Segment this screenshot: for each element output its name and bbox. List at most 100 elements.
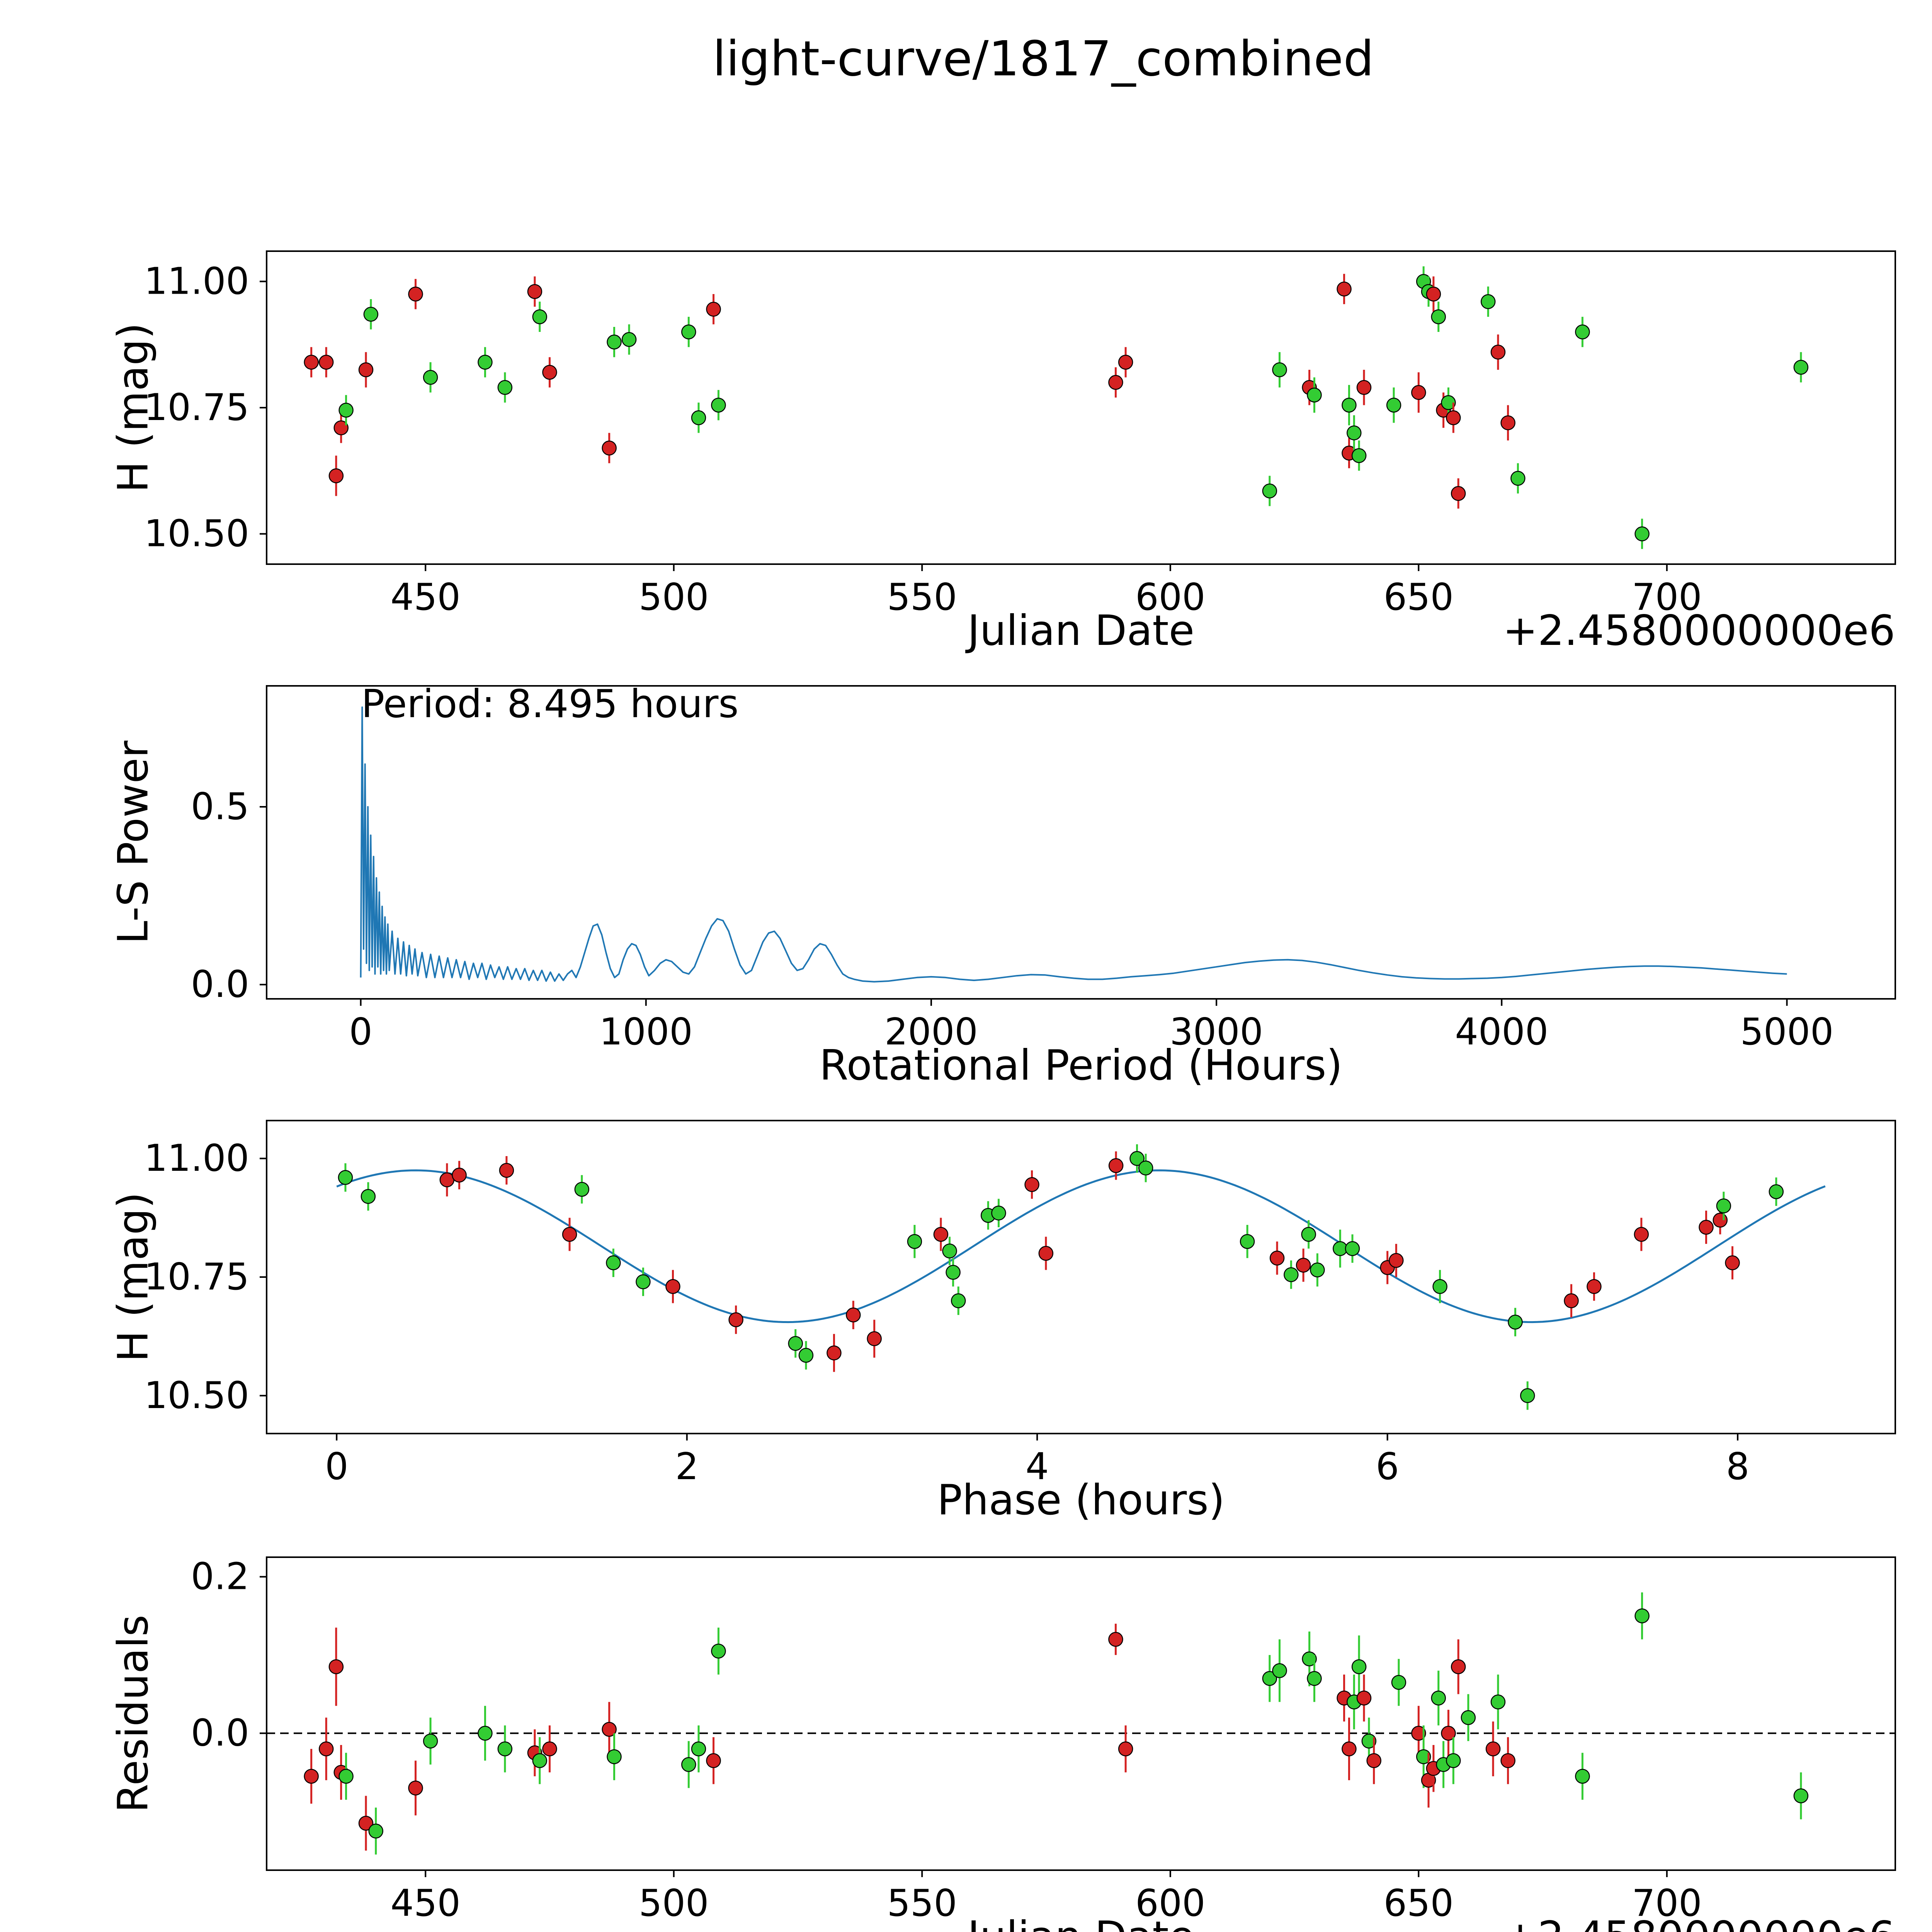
- data-point: [532, 309, 548, 325]
- data-point: [1307, 1671, 1322, 1686]
- x-tick-label: 700: [1632, 576, 1702, 619]
- data-point: [621, 332, 637, 347]
- data-point: [1389, 1253, 1404, 1268]
- y-tick-label: 0.0: [191, 963, 249, 1006]
- x-tick-label: 650: [1384, 1882, 1454, 1925]
- data-point: [1426, 286, 1441, 302]
- data-point: [363, 307, 379, 322]
- data-point: [1345, 1241, 1360, 1256]
- panel-residuals: Residuals 450 500 550 600 650 700 0.0 0.2 Julia…: [0, 1556, 1932, 1932]
- x-axis-label: Julian Date: [967, 607, 1195, 655]
- x-tick-label: 8: [1726, 1446, 1749, 1488]
- data-point: [991, 1206, 1006, 1221]
- data-point: [602, 440, 617, 456]
- data-point: [1793, 360, 1809, 375]
- data-point: [452, 1167, 467, 1183]
- data-point: [1356, 1690, 1372, 1706]
- data-point: [1485, 1741, 1501, 1757]
- data-point: [1108, 1158, 1124, 1173]
- data-point: [946, 1265, 961, 1280]
- y-tick-label: 0.0: [191, 1712, 249, 1755]
- x-tick-label: 0: [349, 1011, 372, 1053]
- data-point: [1262, 1671, 1277, 1686]
- data-point: [1699, 1219, 1714, 1235]
- data-point: [636, 1274, 651, 1289]
- data-point: [607, 1749, 622, 1764]
- data-point: [1361, 1733, 1377, 1749]
- data-point: [1490, 1694, 1506, 1709]
- axes-jd-magnitude: 450 500 550 600 650 700 10.50 10.75 11.00: [144, 250, 1896, 619]
- data-point: [1441, 1726, 1456, 1741]
- y-axis-label: L-S Power: [109, 740, 158, 944]
- data-point: [1713, 1213, 1728, 1228]
- y-tick-label: 0.2: [191, 1556, 249, 1598]
- data-point: [1587, 1279, 1602, 1294]
- data-point: [607, 334, 622, 350]
- data-point: [1446, 1753, 1461, 1768]
- data-point: [788, 1336, 803, 1351]
- data-point: [867, 1331, 882, 1346]
- data-point: [1411, 1726, 1426, 1741]
- data-point: [1138, 1160, 1153, 1175]
- data-point: [1500, 1753, 1515, 1768]
- x-tick-label: 650: [1384, 576, 1454, 619]
- data-point: [728, 1312, 743, 1327]
- data-point: [1342, 1741, 1357, 1757]
- data-point: [681, 324, 696, 340]
- data-point: [1575, 1769, 1590, 1784]
- x-tick-label: 5000: [1740, 1011, 1834, 1053]
- data-point: [1490, 345, 1506, 360]
- data-point: [933, 1227, 949, 1242]
- data-point: [951, 1293, 966, 1308]
- data-point: [318, 355, 334, 370]
- axes-spine: [266, 685, 1896, 1000]
- y-axis-label: Residuals: [109, 1614, 158, 1813]
- data-point: [846, 1307, 861, 1323]
- data-point: [1366, 1753, 1381, 1768]
- figure-title: light-curve/1817_combined: [713, 31, 1374, 87]
- data-point: [1356, 380, 1372, 395]
- data-point: [1108, 1632, 1123, 1647]
- data-point: [333, 420, 349, 435]
- x-tick-label: 0: [325, 1446, 348, 1488]
- data-point: [497, 380, 513, 395]
- data-point: [1342, 398, 1357, 413]
- x-axis-offset-label: +2.4580000000e6: [267, 1913, 1895, 1932]
- data-point: [691, 410, 706, 425]
- data-point: [497, 1741, 513, 1757]
- panel-jd-magnitude: H (mag) 450 500 550 600 650 700 10.50 10.75 11.0…: [0, 250, 1932, 684]
- data-point: [602, 1722, 617, 1737]
- y-tick-label: 0.5: [191, 786, 249, 828]
- x-axis-label: Phase (hours): [937, 1476, 1225, 1524]
- data-point: [1520, 1388, 1535, 1403]
- data-point: [1411, 385, 1426, 400]
- x-tick-label: 450: [391, 576, 461, 619]
- axes-residuals: 450 500 550 600 650 700 0.0 0.2: [191, 1556, 1896, 1925]
- data-point: [1451, 486, 1466, 501]
- data-point: [711, 1643, 726, 1659]
- data-point: [1508, 1315, 1523, 1330]
- data-point: [942, 1243, 957, 1259]
- data-point: [1500, 415, 1515, 430]
- data-point: [1038, 1246, 1054, 1261]
- x-tick-label: 2: [675, 1446, 699, 1488]
- data-point: [532, 1753, 548, 1768]
- data-point: [1269, 1250, 1285, 1266]
- data-point: [711, 398, 726, 413]
- data-point: [1272, 1663, 1287, 1678]
- data-point: [527, 284, 543, 299]
- data-point: [1461, 1710, 1476, 1725]
- data-point: [1108, 375, 1123, 390]
- x-tick-label: 550: [887, 1882, 957, 1925]
- data-point: [338, 403, 354, 418]
- data-point: [1118, 355, 1133, 370]
- x-axis-label: Julian Date: [267, 1913, 1895, 1932]
- data-point: [328, 1659, 344, 1674]
- data-point: [338, 1769, 354, 1784]
- data-point: [1272, 362, 1287, 378]
- x-tick-label: 700: [1632, 1882, 1702, 1925]
- data-point: [499, 1163, 514, 1178]
- x-tick-label: 1000: [599, 1011, 693, 1053]
- x-tick-label: 6: [1376, 1446, 1399, 1488]
